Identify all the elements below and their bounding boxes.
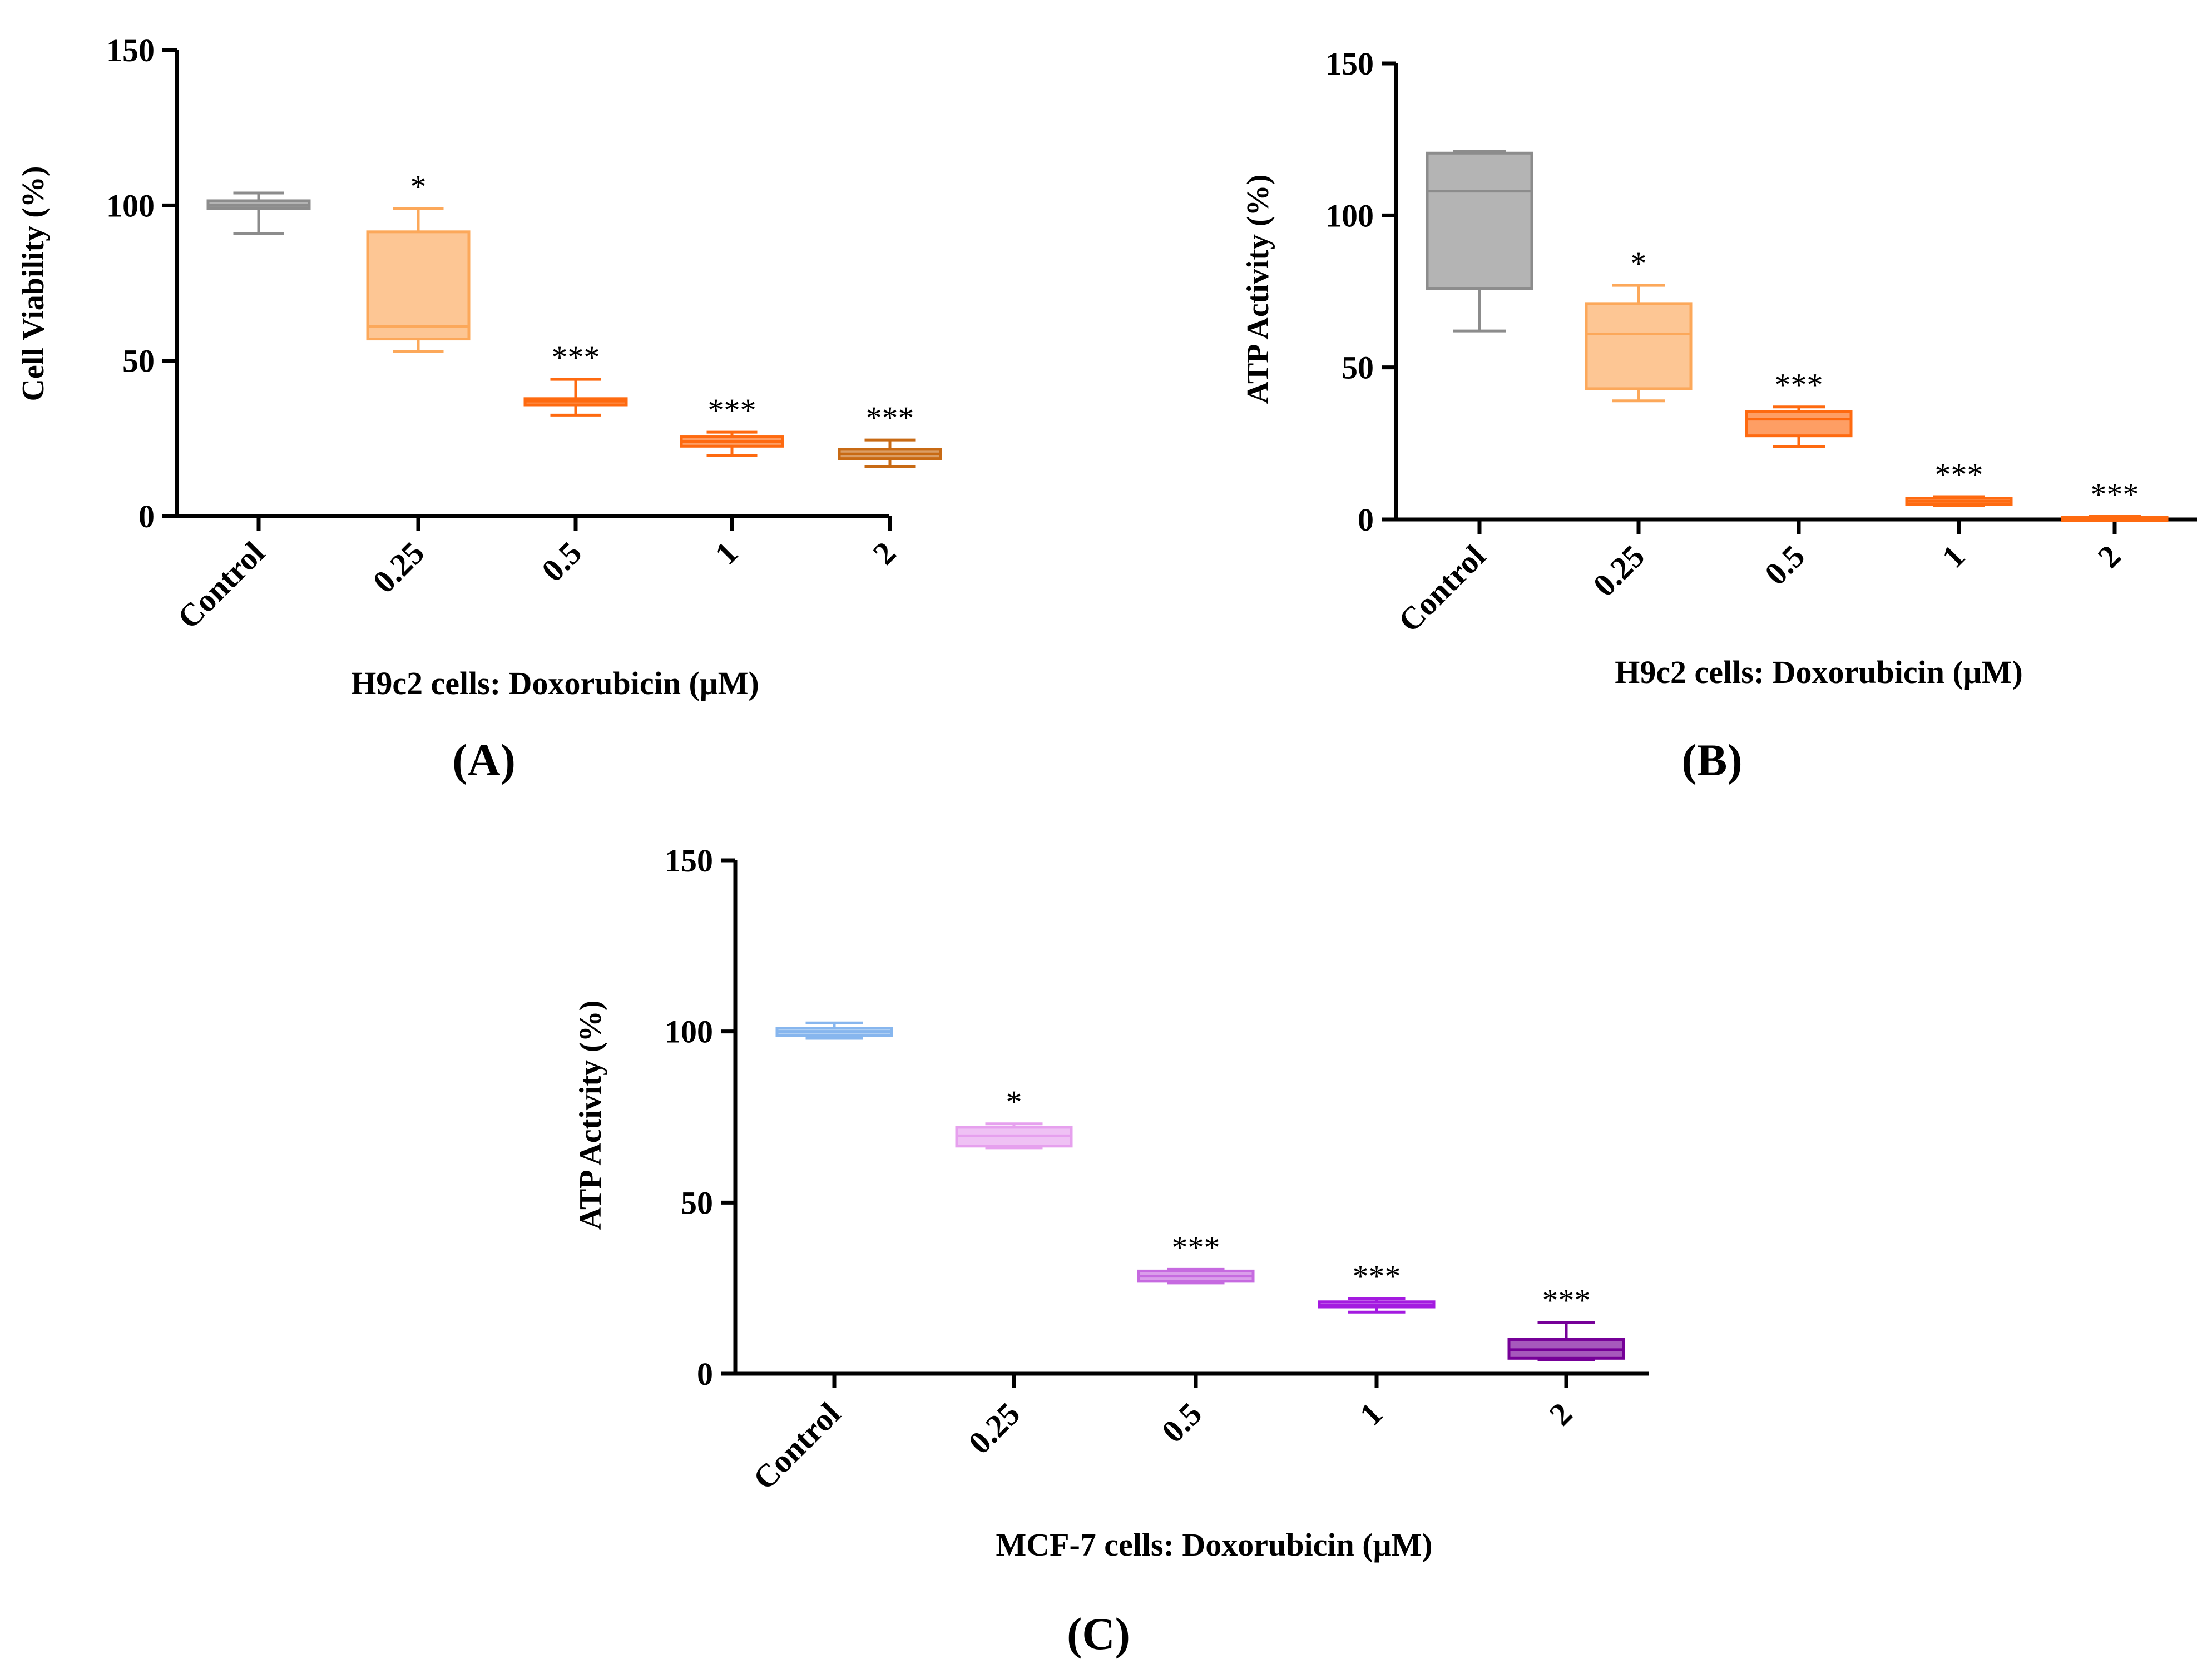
chart-a: 0 50 100 150 Cell Viability (%) H9c2 cells: D… [16, 32, 942, 701]
x-tick-label: 0.5 [535, 534, 588, 588]
x-tick-label: 1 [1353, 1395, 1389, 1432]
panel-label-b: (B) [1681, 735, 1743, 785]
x-axis-label: MCF-7 cells: Doxorubicin (μM) [996, 1527, 1432, 1563]
y-tick-label: 0 [138, 498, 155, 534]
x-tick-label: Control [1391, 538, 1492, 639]
significance-label: *** [2091, 477, 2139, 513]
y-tick-label: 0 [1358, 502, 1374, 538]
y-tick-label: 150 [1325, 46, 1374, 82]
box-0-25: * [1585, 245, 1693, 403]
y-tick-label: 100 [106, 187, 155, 224]
x-tick-label: 0.25 [961, 1395, 1027, 1461]
panel-label-c: (C) [1067, 1608, 1130, 1659]
box-Control [206, 191, 311, 235]
y-tick-label: 50 [122, 343, 155, 379]
x-tick-label: 2 [2091, 538, 2127, 574]
chart-b: 0 50 100 150 ATP Activity (%) H9c2 cells: Dox… [1241, 46, 2197, 690]
box-2: *** [1507, 1282, 1625, 1361]
significance-label: * [1631, 245, 1647, 281]
y-axis-label: ATP Activity (%) [573, 1001, 608, 1230]
x-tick-label: 2 [1542, 1395, 1579, 1432]
y-tick-label: 100 [665, 1014, 713, 1050]
significance-label: *** [552, 339, 600, 375]
box-0-25: * [366, 169, 471, 353]
box-body [1585, 302, 1693, 390]
box-2: *** [2061, 477, 2169, 522]
y-axis-label: Cell Viability (%) [16, 166, 51, 401]
x-tick-label: 1 [708, 534, 745, 571]
y-tick-label: 150 [106, 32, 155, 68]
y-tick-label: 50 [1342, 350, 1374, 386]
panel-label-a: (A) [452, 735, 516, 785]
y-tick-label: 150 [665, 843, 713, 879]
x-tick-label: 0.5 [1155, 1395, 1209, 1449]
box-0-5: *** [1745, 367, 1853, 448]
significance-label: *** [1172, 1229, 1220, 1265]
y-tick-label: 0 [697, 1356, 713, 1392]
x-axis-label: H9c2 cells: Doxorubicin (μM) [351, 665, 759, 701]
box-1: *** [1905, 457, 2013, 507]
box-body [1745, 410, 1853, 438]
chart-c: 0 50 100 150 ATP Activity (%) MCF-7 cells: Do… [573, 843, 1649, 1563]
box-0-5: *** [1137, 1229, 1255, 1285]
significance-label: * [410, 169, 427, 205]
significance-label: *** [1353, 1259, 1401, 1295]
x-tick-label: 0.25 [1586, 538, 1651, 603]
significance-label: *** [1542, 1282, 1591, 1319]
box-1: *** [680, 392, 784, 457]
box-1: *** [1318, 1259, 1436, 1314]
y-tick-label: 100 [1325, 197, 1374, 234]
box-Control [775, 1021, 893, 1040]
significance-label: *** [1935, 457, 1983, 493]
y-tick-label: 50 [681, 1185, 713, 1221]
x-tick-label: 1 [1935, 538, 1972, 574]
x-axis-label: H9c2 cells: Doxorubicin (μM) [1615, 654, 2023, 690]
box-body [1426, 151, 1533, 290]
box-2: *** [838, 400, 942, 468]
box-body [366, 230, 471, 341]
box-0-5: *** [523, 339, 628, 417]
x-tick-label: 0.5 [1758, 538, 1812, 592]
y-axis-label: ATP Activity (%) [1241, 175, 1275, 404]
significance-label: *** [866, 400, 914, 436]
x-tick-label: 0.25 [365, 534, 431, 600]
x-tick-label: Control [746, 1395, 847, 1497]
significance-label: *** [708, 392, 756, 428]
box-Control [1426, 150, 1533, 333]
box-0-25: * [955, 1084, 1073, 1150]
x-tick-label: Control [170, 534, 271, 636]
significance-label: * [1006, 1084, 1022, 1120]
significance-label: *** [1775, 367, 1823, 403]
x-tick-label: 2 [866, 534, 903, 571]
